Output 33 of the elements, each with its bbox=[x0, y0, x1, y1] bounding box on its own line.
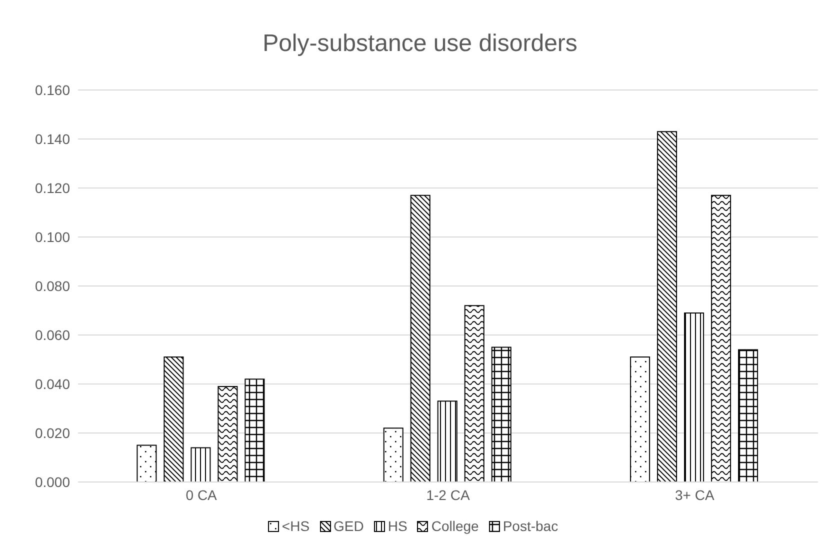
bar bbox=[437, 400, 458, 482]
chart-title: Poly-substance use disorders bbox=[262, 29, 578, 59]
bar bbox=[657, 131, 678, 482]
y-tick-label: 0.060 bbox=[34, 326, 70, 343]
x-tick-label: 1-2 CA bbox=[426, 486, 470, 503]
bar bbox=[383, 428, 404, 482]
y-tick-label: 0.120 bbox=[34, 180, 70, 196]
bar bbox=[218, 386, 238, 482]
legend-label: GED bbox=[334, 518, 364, 534]
y-tick-label: 0.020 bbox=[34, 424, 70, 441]
y-tick-label: 0.040 bbox=[34, 376, 70, 392]
bar bbox=[410, 194, 430, 482]
bar bbox=[464, 305, 484, 482]
x-tick-label: 0 CA bbox=[186, 486, 218, 503]
bar bbox=[491, 346, 512, 482]
x-tick-label: 3+ CA bbox=[675, 486, 715, 503]
legend-label: Post-bac bbox=[502, 518, 558, 534]
y-tick-label: 0.000 bbox=[34, 474, 70, 490]
y-tick-label: 0.080 bbox=[34, 278, 70, 294]
bar bbox=[244, 378, 265, 482]
bar bbox=[190, 447, 211, 482]
y-tick-label: 0.140 bbox=[34, 130, 70, 147]
y-tick-label: 0.160 bbox=[34, 82, 70, 98]
legend-label: College bbox=[431, 518, 479, 534]
legend-label: HS bbox=[388, 518, 408, 534]
bar bbox=[136, 444, 157, 482]
legend-label: <HS bbox=[282, 518, 310, 534]
bar bbox=[711, 194, 732, 482]
y-tick-label: 0.100 bbox=[34, 228, 70, 245]
bar bbox=[630, 356, 650, 482]
bar bbox=[164, 356, 184, 482]
bar bbox=[684, 312, 704, 482]
bar bbox=[738, 349, 758, 482]
